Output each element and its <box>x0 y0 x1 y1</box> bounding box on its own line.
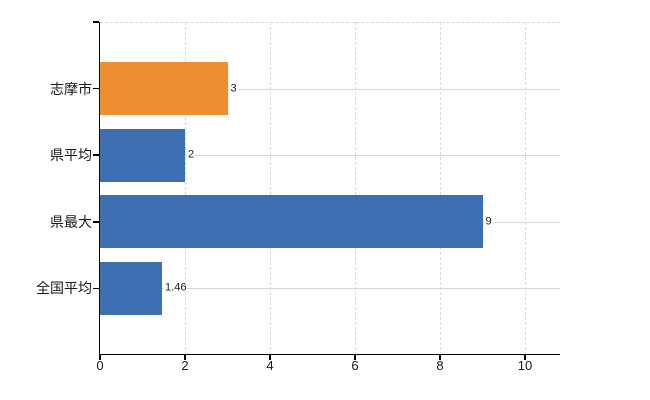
x-tick-label: 6 <box>351 358 359 373</box>
x-axis-tick <box>184 355 186 360</box>
y-axis-tick <box>92 287 99 290</box>
bar-3 <box>100 261 163 315</box>
x-tick-label: 4 <box>266 358 274 373</box>
category-gridline <box>100 155 560 157</box>
x-axis-tick <box>99 355 101 360</box>
y-axis-tick <box>92 154 99 156</box>
y-axis-line <box>98 22 100 355</box>
category-gridline <box>100 288 560 290</box>
y-axis-tick <box>92 21 99 23</box>
x-gridline <box>355 22 356 355</box>
x-axis-tick <box>524 355 526 360</box>
x-axis-tick <box>439 355 441 360</box>
y-axis-tick <box>92 87 99 90</box>
y-axis-tick <box>92 221 99 223</box>
bar-value-label: 1.46 <box>164 281 188 295</box>
bar-2 <box>100 195 483 249</box>
bar-value-label: 9 <box>484 215 493 229</box>
category-label: 県平均 <box>50 147 92 164</box>
category-label: 全国平均 <box>36 280 92 297</box>
x-tick-label: 2 <box>181 358 189 373</box>
category-label: 県最大 <box>50 213 92 230</box>
category-gridline <box>100 88 560 90</box>
x-gridline <box>525 22 526 355</box>
bar-value-label: 3 <box>229 82 238 96</box>
x-tick-label: 0 <box>96 358 104 373</box>
x-gridline <box>270 22 271 355</box>
plot-border-top <box>100 22 560 23</box>
bar-1 <box>100 128 185 182</box>
x-axis-tick <box>354 355 356 360</box>
x-tick-label: 8 <box>436 358 444 373</box>
x-gridline <box>185 22 186 355</box>
bar-value-label: 2 <box>187 148 196 162</box>
x-axis-tick <box>269 355 271 360</box>
category-label: 志摩市 <box>50 80 92 97</box>
x-gridline <box>440 22 441 355</box>
bar-0 <box>100 62 228 116</box>
x-axis-line <box>98 353 560 355</box>
x-tick-label: 10 <box>517 358 533 373</box>
